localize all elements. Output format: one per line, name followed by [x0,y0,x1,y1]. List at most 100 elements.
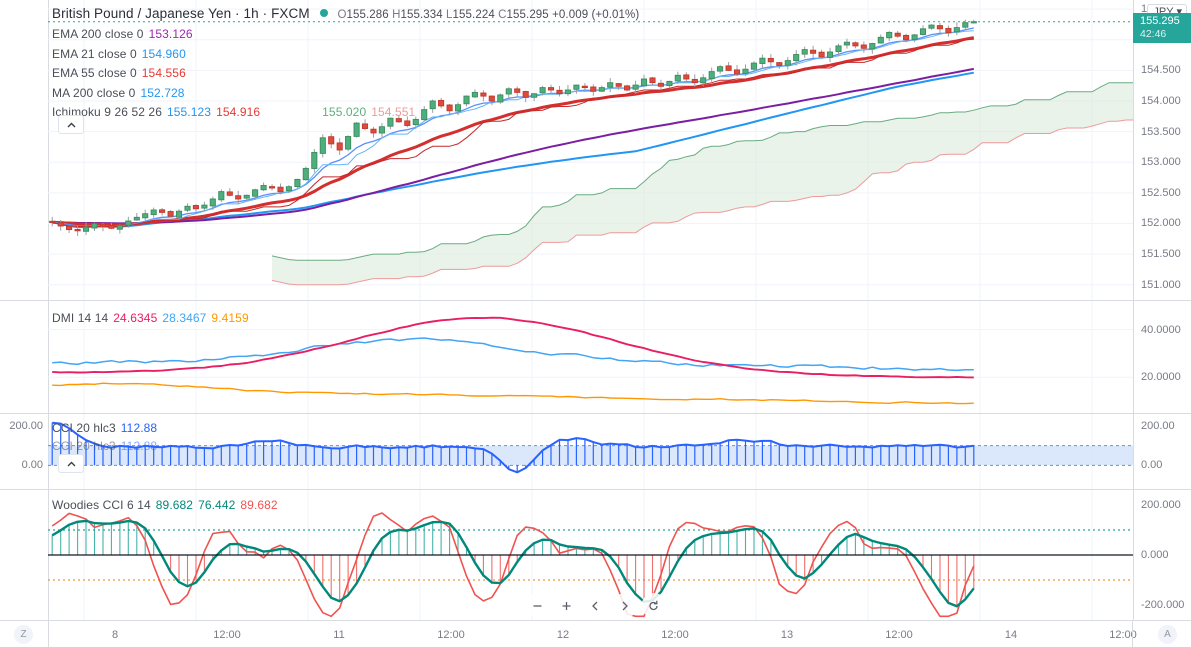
time-axis-tick: 12:00 [885,629,913,641]
current-price-value: 155.295 [1140,14,1180,27]
time-axis-tick: 8 [111,629,119,641]
woodies-cci-axis-right[interactable]: 200.000 0.000 -200.000 [1133,490,1191,620]
zoom-in-button[interactable] [554,593,579,618]
chevron-down-icon: ▾ [1176,6,1182,18]
legend-item-value-0: 153.126 [148,27,193,41]
legend-item-4[interactable]: Ichimoku 9 26 52 26 155.123 154.916 155.020… [52,105,415,119]
ohlc-change: +0.009 (+0.01%) [552,9,640,21]
price-axis-tick: 153.000 [1141,156,1181,169]
ohlc-high-value: 155.334 [400,9,443,21]
ohlc-close-value: 155.295 [506,9,549,21]
ohlc-high-key: H [392,9,401,21]
ohlc-close-key: C [498,9,507,21]
cci-axis-tick: 0.00 [1141,459,1163,472]
price-axis-tick: 154.000 [1141,95,1181,108]
cci-pane[interactable]: 200.00 0.00 200.00 0.00 CCI 20 hlc3 112.88 … [0,414,1191,489]
time-axis-tick: 12:00 [213,629,241,641]
time-axis-right-divider [1132,621,1133,647]
legend-item-3[interactable]: MA 200 close 0 152.728 [52,86,185,100]
woodies-cci-axis-left [0,490,48,620]
zoom-out-button[interactable] [525,593,550,618]
legend-item-name: CCI 20 hlc3 [52,421,116,435]
dmi-legend[interactable]: DMI 14 14 24.6345 28.3467 9.4159 [52,311,249,325]
woodies-cci-axis-tick: 0.000 [1141,549,1169,561]
collapse-cci-legend-button[interactable] [58,454,84,473]
dmi-plot-area[interactable] [48,301,1133,413]
cci-axis-tick: 200.00 [9,419,43,432]
pane-separator-2[interactable] [0,413,1191,414]
auto-scale-badge[interactable]: A [1158,625,1177,644]
dmi-axis-tick: 40.0000 [1141,323,1181,336]
price-axis-right[interactable]: 155.500155.000154.500154.000153.500153.0… [1133,0,1191,300]
dmi-axis-tick: 20.0000 [1141,371,1181,384]
time-axis-tick: 14 [1004,629,1018,641]
pane-separator-1[interactable] [0,300,1191,301]
cci-axis-tick: 0.00 [21,459,43,472]
woodies-cci-legend[interactable]: Woodies CCI 6 14 89.682 76.442 89.682 [52,498,278,512]
legend-item-name: MA 200 close 0 [52,85,136,100]
ohlc-low-value: 155.224 [452,9,495,21]
legend-item-value-1: 28.3467 [162,311,207,325]
pane-left-divider [48,301,49,413]
legend-item-0[interactable]: EMA 200 close 0 153.126 [52,27,193,41]
dmi-pane[interactable]: 40.0000 20.0000 DMI 14 14 24.6345 28.3467 9.… [0,301,1191,413]
symbol-sep-1: · [235,6,240,21]
symbol-header[interactable]: British Pound / Japanese Yen · 1h · FXCM… [52,6,639,21]
chevron-up-icon [67,122,75,127]
time-axis[interactable]: Z 8 12:00 11 12:00 12 12:00 13 12:00 14 12:00 A [0,620,1191,647]
current-price-badge[interactable]: 155.295 42:46 [1133,12,1191,43]
legend-item-1[interactable]: EMA 21 close 0 154.960 [52,47,186,61]
ohlc-open-value: 155.286 [346,9,389,21]
price-plot-area[interactable] [48,0,1133,300]
minus-icon [533,604,542,607]
woodies-cci-axis-tick: 200.000 [1141,499,1181,511]
ohlc-open-key: O [337,9,347,21]
price-axis-tick: 151.500 [1141,248,1181,261]
interval-label[interactable]: 1h [243,6,259,21]
symbol-name[interactable]: British Pound / Japanese Yen [52,6,232,21]
scroll-left-button[interactable] [583,593,608,618]
legend-item-value-0: 112.88 [120,439,158,453]
legend-item-value-3: 154.551 [371,105,416,119]
chart-navigation-toolbar[interactable] [525,593,666,618]
dmi-axis-right[interactable]: 40.0000 20.0000 [1133,301,1191,413]
legend-item-name: EMA 55 close 0 [52,66,137,80]
woodies-cci-axis-tick: -200.000 [1141,599,1185,611]
time-axis-tick: 12 [556,629,570,641]
scroll-right-button[interactable] [612,593,637,618]
ohlc-low-key: L [446,9,453,21]
legend-item-value-2: 9.4159 [211,311,249,325]
cci-legend[interactable]: CCI 20 hlc3 112.88 [52,421,157,435]
plus-icon [562,601,571,610]
cci-plot-area[interactable] [48,414,1133,489]
chevron-right-icon [622,601,628,610]
cci-axis-right[interactable]: 200.00 0.00 [1133,414,1191,489]
bar-countdown-timer: 42:46 [1140,27,1167,40]
legend-item-2[interactable]: EMA 55 close 0 154.556 [52,66,186,80]
collapse-main-legend-button[interactable] [58,115,84,134]
woodies-cci-plot-area[interactable] [48,490,1133,620]
legend-item-value-1: 76.442 [198,498,236,512]
auto-scale-badge-label: A [1164,629,1171,640]
cci-legend-ghost: CCI 20 hlc3 112.88 [52,439,157,453]
legend-item-value-0: 154.960 [141,46,186,61]
pane-separator-3[interactable] [0,489,1191,490]
legend-item-value-0: 24.6345 [113,311,158,325]
legend-item-name: Woodies CCI 6 14 [52,498,151,512]
price-axis-tick: 153.500 [1141,125,1181,138]
time-axis-tick: 13 [780,629,794,641]
legend-item-value-0: 154.556 [141,66,186,80]
legend-item-value-0: 155.123 [166,105,212,119]
legend-item-name: EMA 200 close 0 [52,27,144,41]
cci-axis-tick: 200.00 [1141,419,1175,432]
time-axis-tick: 12:00 [437,629,465,641]
legend-item-name: DMI 14 14 [52,311,109,325]
timezone-badge-label: Z [20,629,27,640]
timezone-badge[interactable]: Z [14,625,33,644]
reset-chart-button[interactable] [641,593,666,618]
price-candlestick-pane[interactable]: 155.500155.000154.500154.000153.500153.0… [0,0,1191,300]
price-axis-tick: 154.500 [1141,64,1181,77]
legend-item-value-2: 155.020 [322,105,367,119]
chevron-left-icon [592,601,598,610]
